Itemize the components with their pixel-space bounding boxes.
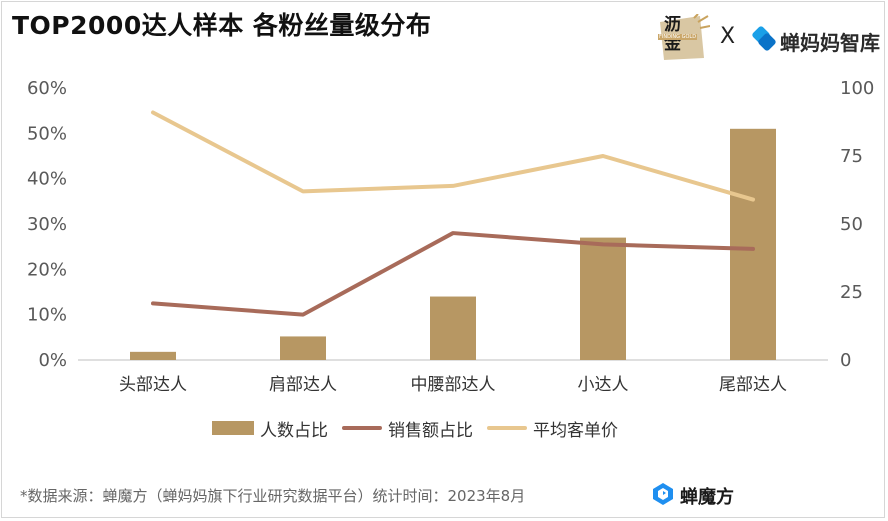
right-tick-label: 0 [840, 350, 851, 371]
right-axis: 0 25 50 75 100 [840, 78, 874, 371]
brand-name: 蝉妈妈智库 [780, 31, 880, 55]
line-avg-price [151, 110, 755, 202]
left-tick-label: 0% [38, 350, 67, 371]
chanmofang-logo-icon [653, 483, 673, 505]
legend-item-bar: 人数占比 [212, 416, 328, 441]
x-tick-label: 中腰部达人 [411, 375, 496, 395]
x-tick-label: 头部达人 [119, 375, 187, 395]
legend-label: 销售额占比 [388, 420, 473, 441]
left-tick-label: 10% [27, 305, 67, 326]
left-tick-label: 60% [27, 78, 67, 99]
x-tick-label: 小达人 [578, 375, 629, 395]
legend-label: 平均客单价 [533, 420, 618, 441]
legend-line-swatch [487, 426, 527, 430]
bar-series [130, 128, 776, 360]
legend-bar-swatch [212, 421, 254, 435]
bar [280, 336, 326, 360]
line-series [151, 110, 755, 317]
bar [580, 237, 626, 360]
legend-item-price: 平均客单价 [487, 416, 618, 441]
right-tick-label: 25 [840, 282, 863, 303]
bar [430, 296, 476, 360]
x-tick-label: 肩部达人 [269, 375, 337, 395]
left-tick-label: 40% [27, 169, 67, 190]
left-tick-label: 30% [27, 214, 67, 235]
legend: 人数占比 销售额占比 平均客单价 [212, 416, 632, 441]
bar [130, 351, 176, 360]
x-axis-labels: 头部达人 肩部达人 中腰部达人 小达人 尾部达人 [119, 375, 787, 395]
bar [730, 128, 776, 360]
chanmama-logo-icon [752, 26, 776, 51]
partner-logo: 沥金 FINDING GOLD [658, 13, 711, 62]
left-tick-label: 20% [27, 259, 67, 280]
chart-title: TOP2000达人样本 各粉丝量级分布 [12, 11, 432, 40]
partner-logo-subtext: FINDING GOLD [658, 34, 698, 40]
line-sales-share [151, 231, 755, 317]
right-tick-label: 50 [840, 214, 863, 235]
x-tick-label: 尾部达人 [719, 375, 787, 395]
right-tick-label: 100 [840, 78, 874, 99]
right-tick-label: 75 [840, 146, 863, 167]
legend-label: 人数占比 [260, 420, 328, 441]
legend-item-sales: 销售额占比 [342, 416, 473, 441]
legend-line-swatch [342, 426, 382, 430]
left-axis: 0% 10% 20% 30% 40% 50% 60% [27, 78, 67, 371]
footer-brand: 蝉魔方 [680, 487, 734, 508]
logo-separator: X [720, 24, 736, 49]
left-tick-label: 50% [27, 123, 67, 144]
data-source-note: *数据来源：蝉魔方（蝉妈妈旗下行业研究数据平台）统计时间：2023年8月 [20, 487, 526, 505]
